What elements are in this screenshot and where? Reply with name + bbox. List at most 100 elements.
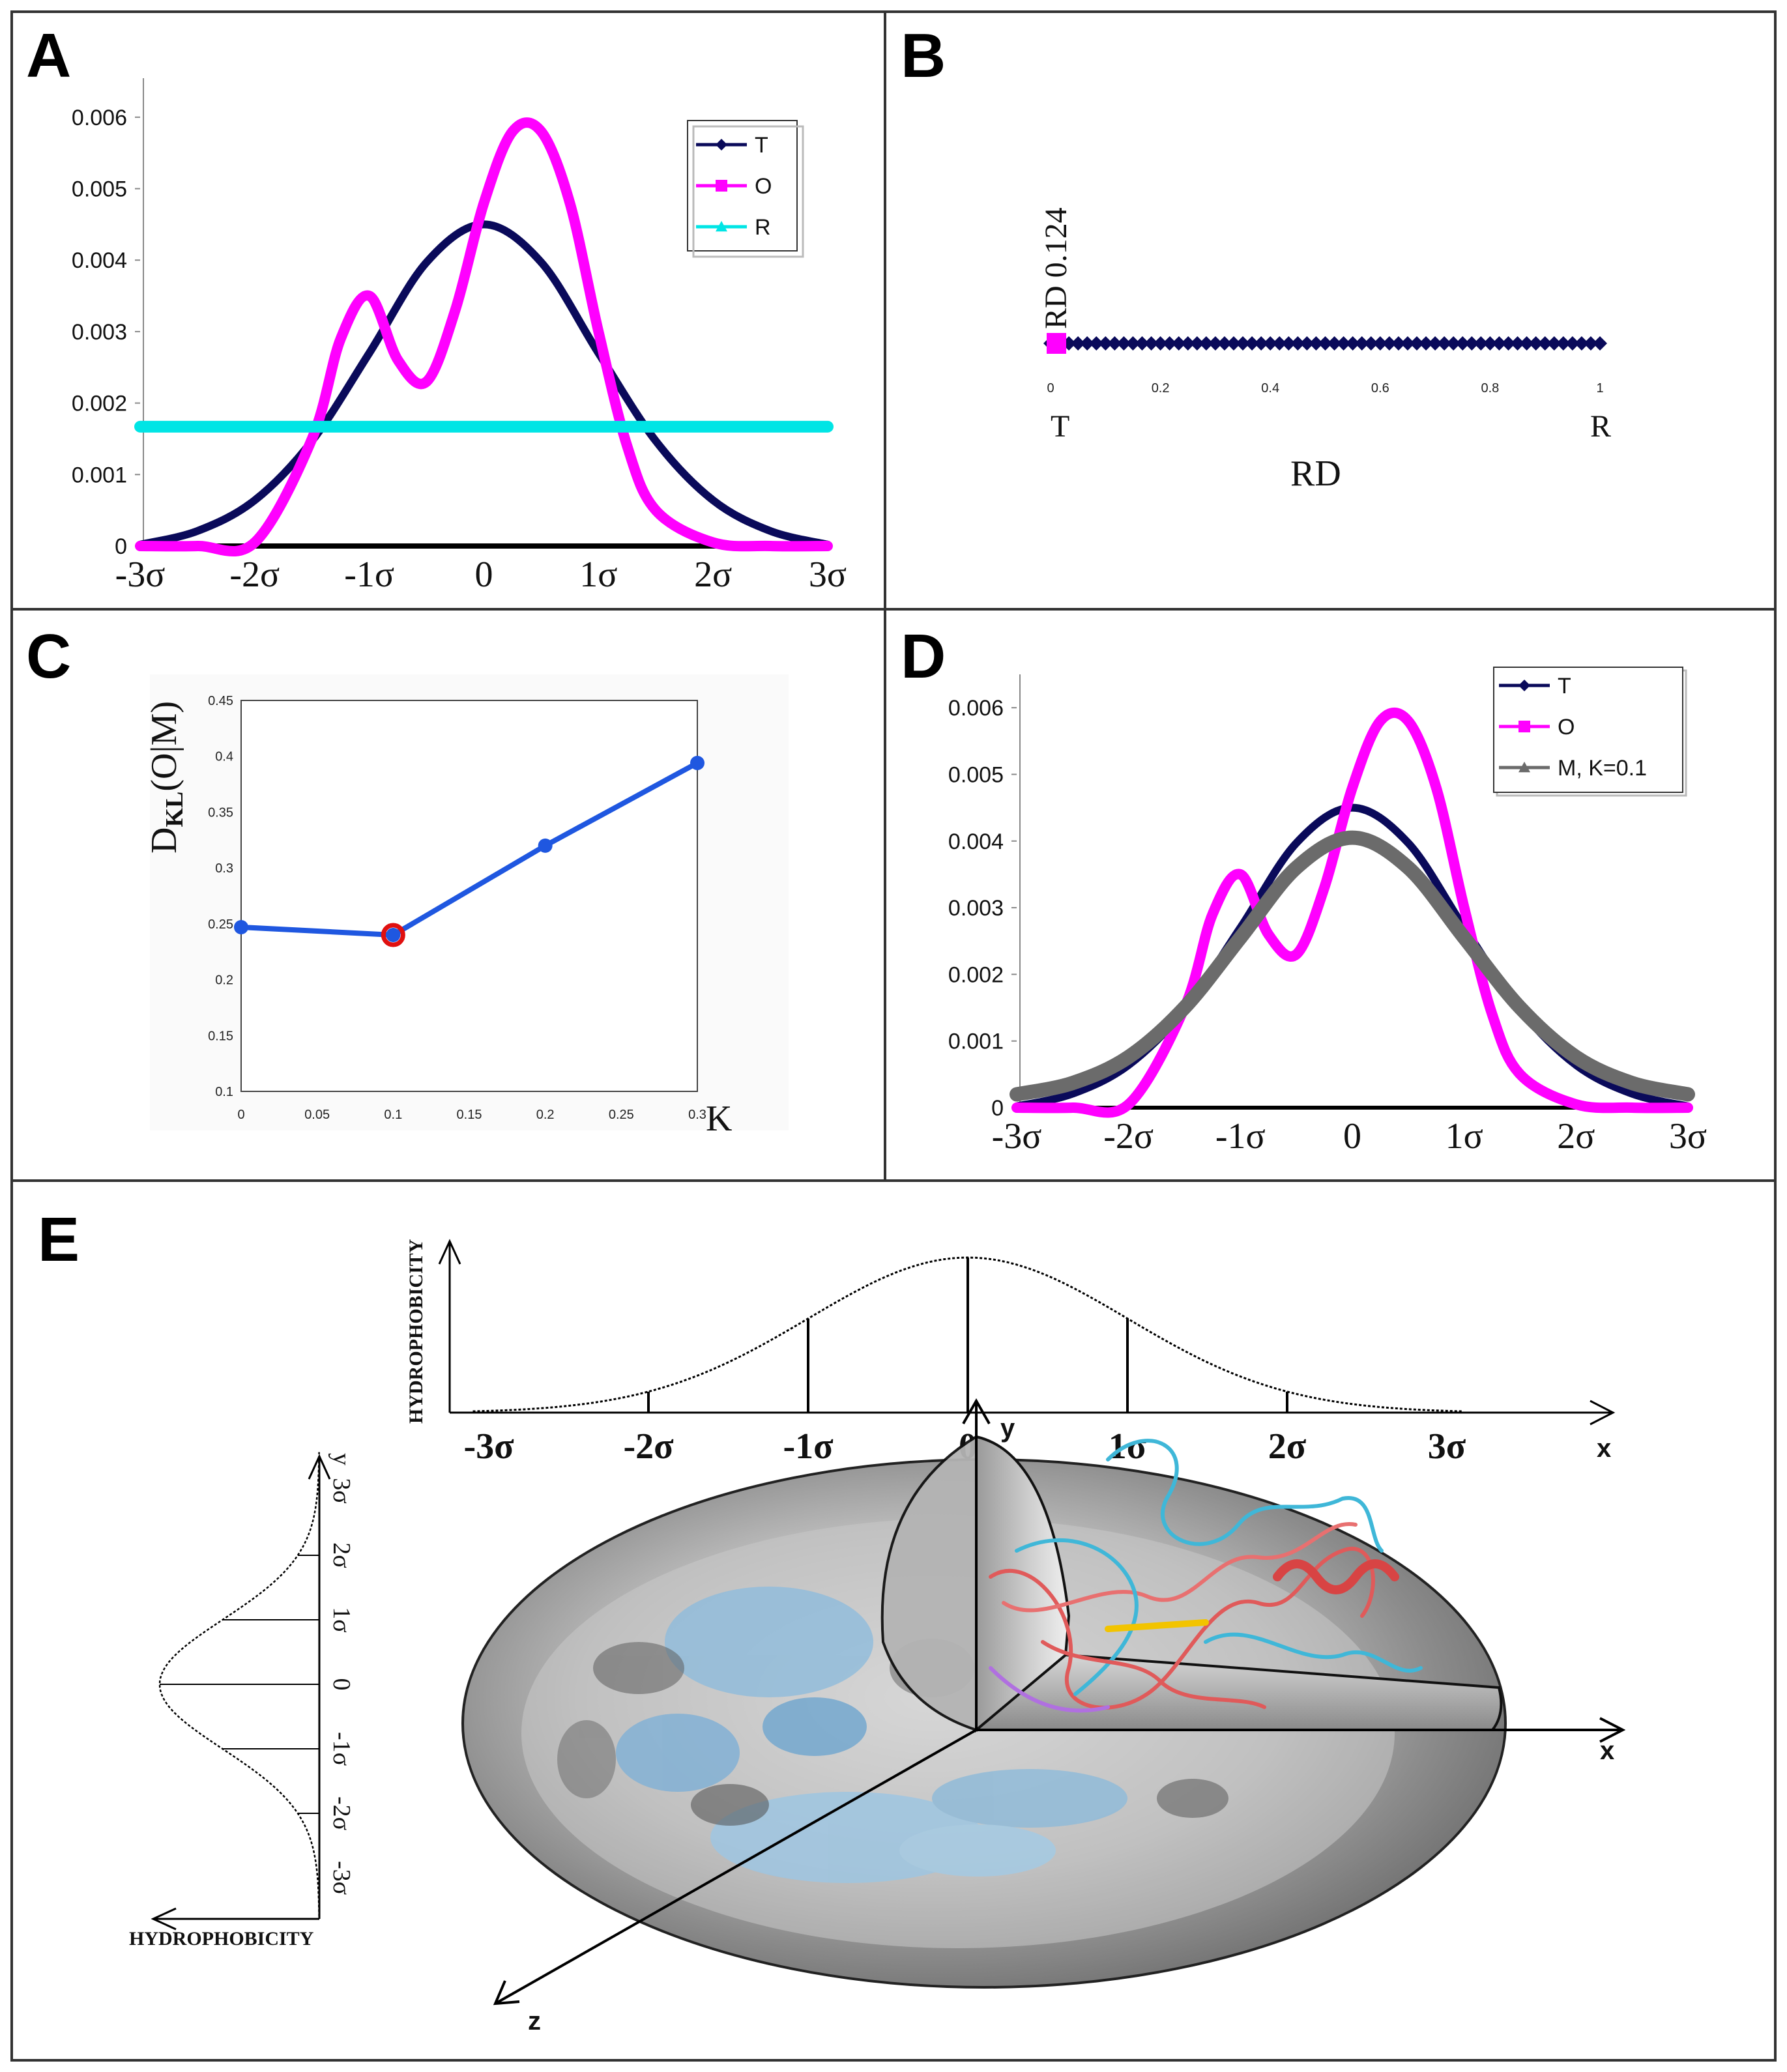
panel-letter-d: D [901,622,946,691]
b-x-tick-label: 0.8 [1481,381,1499,396]
c-x-axis-title: K [706,1099,732,1139]
b-rd-scale-marker [1290,336,1305,351]
legend-label: O [1558,715,1575,740]
b-rd-scale-marker [1547,336,1562,351]
y-tick-label: 0.004 [72,248,127,273]
x-tick-label: 3σ [809,554,847,595]
e-axis-y-label: y [1000,1414,1015,1443]
panel-b-chart: 0 0.2 0.4 0.6 0.8 1 T R RD RD 0.124 [1039,207,1611,494]
y-tick-label: 0.003 [948,896,1004,921]
x-tick-label: 1σ [1446,1116,1483,1157]
x-tick-label: -3σ [992,1116,1042,1157]
b-end-label-t: T [1051,409,1069,444]
b-rd-scale-marker [1199,336,1213,351]
x-tick-label: -2σ [229,554,280,595]
e-top-x-label: x [1597,1434,1611,1463]
e-slice-dome [975,1435,1071,1733]
x-tick-label: 3σ [1669,1116,1707,1157]
e-left-tick-label: 1σ [328,1607,355,1632]
y-tick-label: 0 [115,534,127,559]
b-rd-scale-marker [1245,336,1260,351]
b-rd-scale-marker [1464,336,1479,351]
b-rd-scale-marker [1309,336,1324,351]
y-tick-label: 0.004 [948,829,1004,854]
c-dkl-point [234,920,248,934]
x-tick-label: 2σ [694,554,732,595]
b-rd-scale-marker [1519,336,1534,351]
panel-letter-a: A [26,21,71,91]
x-tick-label: 2σ [1557,1116,1595,1157]
b-rd-scale-marker [1363,336,1378,351]
c-y-tick-label: 0.35 [208,805,233,820]
b-x-tick-label: 0.2 [1152,381,1170,396]
legend-marker [716,221,727,232]
b-rd-scale-marker [1327,336,1342,351]
c-min-highlight [381,923,405,947]
panel-letter-e: E [38,1205,80,1274]
b-rd-scale-marker [1254,336,1269,351]
b-rd-scale-marker [1080,336,1095,351]
c-x-tick-label: 0.1 [384,1108,402,1122]
y-tick-label: 0 [991,1096,1004,1121]
e-top-x-arrow-icon [1590,1400,1616,1426]
y-tick-label: 0.003 [72,320,127,345]
c-x-tick-label: 0.15 [457,1108,482,1122]
legend-marker [1518,762,1530,773]
y-tick-label: 0.002 [948,962,1004,987]
series-line-o [135,117,833,557]
e-left-tick-label: -3σ [328,1861,355,1895]
panel-d-chart: 0 0.001 0.002 0.003 0.004 0.005 0.006 -3σ -2σ -1… [948,667,1707,1157]
e-axis-x-arrow-icon [1599,1717,1626,1743]
b-rd-scale-marker [1400,336,1415,351]
b-end-label-r: R [1590,409,1611,444]
c-y-tick-label: 0.4 [215,750,233,764]
panel-letter-b: B [901,21,946,91]
x-tick-label: 0 [1343,1116,1361,1157]
e-ellipsoid: y x z [461,1398,1626,2036]
b-rd-scale-marker [1455,336,1470,351]
b-rd-scale-marker [1098,336,1113,351]
b-axis-title: RD [1290,453,1341,494]
legend-label: T [755,133,768,158]
c-dkl-point [690,756,705,770]
e-left-tick-label: 3σ [328,1478,355,1503]
b-rd-scale-marker [1263,336,1278,351]
c-dkl-point [538,838,553,853]
series-line-t [136,220,832,549]
b-rd-scale-marker [1583,336,1598,351]
panel-e-diagram: -3σ -2σ -1σ 0 1σ 2σ 3σ HYDROPHOBICITY x -3σ -2σ… [129,1239,1626,2036]
c-y-tick-label: 0.15 [208,1029,233,1043]
e-axis-y-arrow-icon [962,1398,991,1424]
b-rd-scale-marker [1116,336,1131,351]
panel-letter-c: C [26,622,71,691]
c-plot-area [240,700,698,1092]
series-line-mk01 [1010,830,1695,1102]
x-tick-label: 0 [475,554,493,595]
c-dkl-point [386,928,401,942]
b-rd-scale-marker [1528,336,1543,351]
e-hydrophilic-patches [616,1587,1127,1883]
b-rd-scale-marker [1483,336,1498,351]
e-top-tick-label: 3σ [1428,1426,1466,1467]
b-rd-scale-marker [1391,336,1406,351]
y-tick-label: 0.005 [72,177,127,202]
y-tick-label: 0.006 [72,106,127,130]
y-tick-label: 0.002 [72,392,127,416]
c-x-tick-label: 0 [237,1108,244,1122]
y-tick-label: 0.001 [948,1029,1004,1054]
b-rd-scale-marker [1556,336,1571,351]
d-legend: TO M, K=0.1 [1493,667,1687,797]
b-rd-scale-marker [1107,336,1122,351]
b-rd-scale-marker [1428,336,1443,351]
b-rd-scale-marker [1180,336,1195,351]
legend-marker [1518,721,1530,732]
c-y-tick-label: 0.25 [208,917,233,932]
b-rd-scale-marker [1217,336,1232,351]
x-tick-label: -1σ [1215,1116,1266,1157]
e-axis-z-arrow-icon [493,1980,520,2006]
e-left-tick-label: -2σ [328,1796,355,1830]
panel-c-chart: 0.1 0.15 0.2 0.25 0.3 0.35 0.4 0.45 0 0.05 0.1 0.15… [144,674,789,1139]
legend-marker [716,180,727,192]
b-rd-scale-marker [1162,336,1177,351]
